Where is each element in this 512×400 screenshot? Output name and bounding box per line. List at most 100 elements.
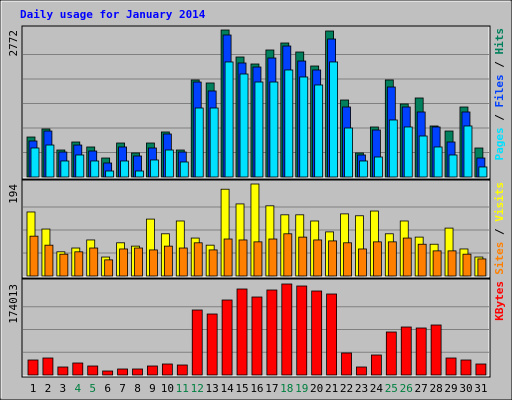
bar [224, 61, 234, 178]
bar [208, 249, 218, 277]
x-tick-label: 2 [45, 382, 52, 395]
bar [403, 126, 413, 178]
bar [45, 144, 55, 178]
bar [254, 81, 264, 178]
legend-entry: Visits [493, 182, 506, 222]
bar [251, 296, 263, 376]
bar [120, 160, 129, 178]
bar [150, 159, 159, 178]
bar [223, 238, 233, 277]
bar [132, 368, 143, 376]
x-tick-label: 31 [474, 382, 487, 395]
bar [298, 236, 308, 277]
bar [221, 299, 233, 376]
bar [268, 238, 278, 277]
x-tick-label: 29 [444, 382, 457, 395]
bar [60, 160, 70, 178]
bar [448, 154, 458, 178]
bar [269, 81, 279, 178]
bar [117, 368, 128, 376]
x-tick-label: 14 [220, 382, 234, 395]
x-tick-label: 18 [280, 382, 293, 395]
bar [343, 242, 352, 277]
bar [356, 366, 367, 376]
bar [373, 156, 383, 178]
x-tick-label: 23 [355, 382, 368, 395]
bar [477, 258, 487, 277]
x-tick-label: 4 [74, 382, 81, 395]
bar [72, 362, 84, 376]
bar [430, 324, 442, 376]
bar [193, 242, 203, 277]
bar [57, 366, 69, 376]
bar [266, 289, 278, 376]
bar [209, 107, 219, 178]
bar [27, 359, 39, 376]
x-tick-label: 15 [235, 382, 248, 395]
legend: Sites / Visits [493, 182, 506, 275]
bar [296, 285, 308, 376]
bar [147, 365, 158, 376]
legend-entry: Sites [493, 242, 506, 275]
bar [314, 84, 324, 178]
x-tick-label: 6 [104, 382, 111, 395]
bar [432, 250, 442, 277]
bar [30, 147, 40, 178]
bar [42, 357, 54, 376]
bar [164, 149, 174, 178]
bar [194, 107, 204, 178]
bar [149, 249, 158, 277]
legend: Pages / Files / Hits [493, 28, 506, 161]
bar [105, 170, 115, 178]
bar [341, 352, 352, 376]
bar [328, 240, 338, 277]
bar [359, 160, 368, 178]
bar [433, 146, 443, 178]
bar [370, 354, 382, 376]
bar [462, 253, 472, 277]
bar [326, 293, 338, 376]
x-tick-label: 8 [134, 382, 141, 395]
bar [135, 170, 144, 178]
legend-entry: Files [493, 74, 506, 107]
bar [387, 241, 397, 277]
x-tick-label: 10 [161, 382, 174, 395]
bar [311, 290, 323, 376]
bar [236, 288, 248, 376]
bar [447, 250, 457, 277]
bar [329, 61, 339, 178]
x-tick-label: 27 [415, 382, 428, 395]
bar [163, 245, 173, 277]
bar [460, 359, 472, 376]
bar [191, 309, 203, 376]
bar [102, 370, 114, 376]
bar [283, 233, 293, 277]
bar [161, 363, 173, 376]
x-tick-label: 17 [265, 382, 278, 395]
x-tick-label: 16 [250, 382, 263, 395]
x-tick-label: 1 [30, 382, 37, 395]
bar [119, 248, 128, 277]
bar [445, 357, 457, 376]
legend-separator: / [493, 222, 506, 242]
legend-entry: Hits [493, 28, 506, 55]
bar [59, 253, 69, 277]
bar [206, 313, 218, 376]
x-tick-label: 26 [400, 382, 413, 395]
y-tick-label: 2772 [7, 30, 20, 57]
x-tick-label: 12 [191, 382, 204, 395]
bar [253, 241, 263, 277]
bar [418, 135, 428, 178]
bar [344, 127, 353, 178]
x-tick-label: 25 [385, 382, 398, 395]
bar [239, 73, 249, 178]
bar [475, 363, 487, 376]
bar [89, 247, 99, 277]
bar [75, 154, 85, 178]
x-tick-label: 3 [60, 382, 67, 395]
x-tick-label: 28 [429, 382, 442, 395]
bar [402, 237, 412, 277]
bar [176, 364, 188, 376]
legend-entry: Pages [493, 127, 506, 160]
bar [74, 251, 84, 277]
